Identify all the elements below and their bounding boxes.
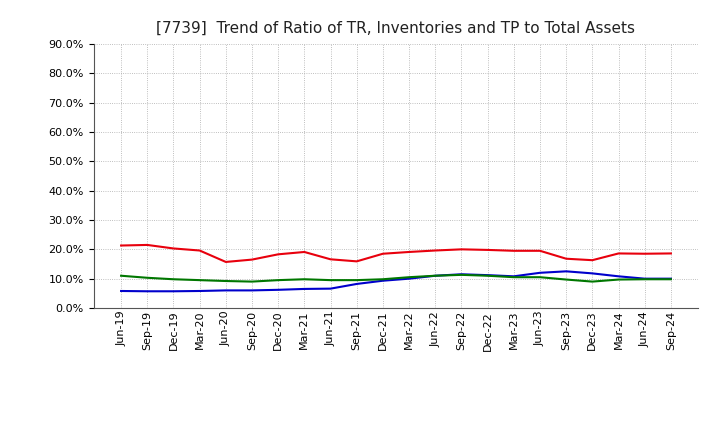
Inventories xyxy=(640,276,649,281)
Trade Receivables xyxy=(326,257,335,262)
Line: Trade Payables: Trade Payables xyxy=(121,275,671,282)
Inventories xyxy=(195,288,204,293)
Inventories xyxy=(431,273,440,279)
Trade Receivables xyxy=(195,248,204,253)
Trade Receivables xyxy=(274,252,282,257)
Inventories xyxy=(405,276,413,281)
Trade Receivables xyxy=(510,248,518,253)
Trade Payables xyxy=(588,279,597,284)
Trade Payables xyxy=(483,273,492,279)
Trade Receivables xyxy=(562,256,570,261)
Trade Receivables xyxy=(614,251,623,256)
Inventories xyxy=(143,289,152,294)
Trade Receivables xyxy=(588,257,597,263)
Trade Payables xyxy=(326,278,335,283)
Trade Payables xyxy=(562,277,570,282)
Trade Receivables xyxy=(117,243,125,248)
Trade Payables xyxy=(405,275,413,280)
Inventories xyxy=(588,271,597,276)
Inventories xyxy=(457,271,466,277)
Inventories xyxy=(274,287,282,293)
Line: Inventories: Inventories xyxy=(121,271,671,291)
Trade Payables xyxy=(379,277,387,282)
Trade Payables xyxy=(431,273,440,279)
Trade Receivables xyxy=(483,247,492,253)
Trade Payables xyxy=(222,279,230,284)
Inventories xyxy=(510,274,518,279)
Inventories xyxy=(483,272,492,278)
Inventories xyxy=(562,269,570,274)
Inventories xyxy=(536,270,544,275)
Inventories xyxy=(169,289,178,294)
Inventories xyxy=(117,288,125,293)
Trade Receivables xyxy=(457,247,466,252)
Trade Receivables xyxy=(222,259,230,264)
Trade Receivables xyxy=(640,251,649,257)
Trade Receivables xyxy=(143,242,152,248)
Line: Trade Receivables: Trade Receivables xyxy=(121,245,671,262)
Trade Receivables xyxy=(352,259,361,264)
Inventories xyxy=(352,281,361,286)
Trade Payables xyxy=(248,279,256,284)
Trade Payables xyxy=(117,273,125,279)
Inventories xyxy=(667,276,675,281)
Trade Payables xyxy=(352,278,361,283)
Inventories xyxy=(614,274,623,279)
Trade Receivables xyxy=(379,251,387,257)
Trade Receivables xyxy=(536,248,544,253)
Trade Receivables xyxy=(431,248,440,253)
Title: [7739]  Trend of Ratio of TR, Inventories and TP to Total Assets: [7739] Trend of Ratio of TR, Inventories… xyxy=(156,21,636,36)
Trade Payables xyxy=(274,278,282,283)
Trade Receivables xyxy=(169,246,178,251)
Trade Payables xyxy=(300,277,309,282)
Trade Payables xyxy=(143,275,152,280)
Inventories xyxy=(248,288,256,293)
Trade Receivables xyxy=(405,249,413,255)
Trade Receivables xyxy=(248,257,256,262)
Inventories xyxy=(326,286,335,291)
Trade Payables xyxy=(195,278,204,283)
Trade Payables xyxy=(169,277,178,282)
Trade Receivables xyxy=(300,249,309,255)
Trade Payables xyxy=(457,272,466,278)
Trade Payables xyxy=(667,277,675,282)
Trade Receivables xyxy=(667,251,675,256)
Trade Payables xyxy=(640,277,649,282)
Trade Payables xyxy=(536,275,544,280)
Inventories xyxy=(379,278,387,283)
Inventories xyxy=(300,286,309,292)
Inventories xyxy=(222,288,230,293)
Trade Payables xyxy=(614,277,623,282)
Trade Payables xyxy=(510,275,518,280)
